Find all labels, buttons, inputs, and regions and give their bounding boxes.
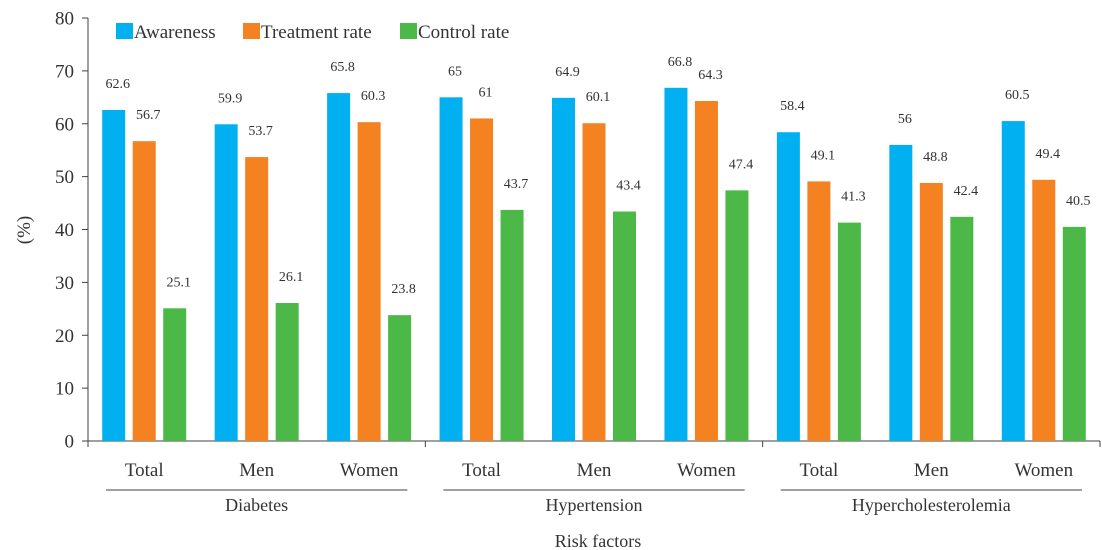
category-label: Men <box>914 460 949 481</box>
data-label: 65 <box>448 64 462 79</box>
legend-swatch-treatment-rate <box>243 23 260 39</box>
bar-awareness <box>327 93 351 442</box>
bar-awareness <box>552 97 575 441</box>
data-label: 53.7 <box>248 124 273 139</box>
legend-label: Control rate <box>418 22 509 43</box>
bar-control-rate <box>388 315 412 441</box>
category-label: Total <box>799 460 838 481</box>
data-label: 23.8 <box>391 282 416 297</box>
data-label: 49.4 <box>1036 147 1061 162</box>
y-tick-label: 20 <box>55 326 74 347</box>
category-label: Total <box>125 460 164 481</box>
data-label: 60.5 <box>1005 88 1030 103</box>
category-label: Women <box>340 460 399 481</box>
bar-awareness <box>214 124 238 441</box>
category-label: Men <box>239 460 274 481</box>
legend-swatch-awareness <box>116 23 133 39</box>
bar-awareness <box>889 144 913 441</box>
y-tick-label: 10 <box>55 379 74 400</box>
bar-awareness <box>439 97 463 441</box>
bar-awareness <box>664 87 688 442</box>
group-label: Hypertension <box>546 495 643 515</box>
data-label: 60.1 <box>586 90 611 105</box>
bar-treatment-rate <box>919 182 943 441</box>
category-label: Total <box>462 460 501 481</box>
category-label: Women <box>677 460 736 481</box>
y-axis-title: (%) <box>14 216 35 244</box>
bar-control-rate <box>950 216 974 441</box>
data-label: 58.4 <box>780 99 805 114</box>
data-label: 43.7 <box>504 177 529 192</box>
data-label: 66.8 <box>668 55 693 70</box>
y-tick-label: 40 <box>55 220 74 241</box>
y-tick-label: 0 <box>65 432 75 453</box>
legend-swatch-control-rate <box>400 23 417 39</box>
bar-awareness <box>1001 121 1025 441</box>
data-label: 56.7 <box>136 108 161 123</box>
bar-control-rate <box>163 308 187 441</box>
bar-treatment-rate <box>1032 179 1056 442</box>
bar-awareness <box>776 132 800 441</box>
data-label: 62.6 <box>105 77 130 92</box>
group-label: Diabetes <box>225 495 288 515</box>
bar-control-rate <box>500 209 524 441</box>
bar-control-rate <box>1062 226 1086 441</box>
data-label: 65.8 <box>330 60 355 75</box>
data-label: 60.3 <box>361 89 386 104</box>
data-label: 59.9 <box>218 91 243 106</box>
data-label: 26.1 <box>279 270 304 285</box>
y-tick-label: 70 <box>55 61 74 82</box>
data-label: 61 <box>479 85 493 100</box>
bar-treatment-rate <box>582 123 606 441</box>
legend-label: Treatment rate <box>261 22 372 43</box>
data-label: 56 <box>898 112 912 127</box>
bar-control-rate <box>613 211 636 441</box>
data-label: 49.1 <box>811 148 836 163</box>
bar-treatment-rate <box>470 118 494 442</box>
bar-treatment-rate <box>694 101 718 442</box>
category-label: Women <box>1014 460 1073 481</box>
y-tick-label: 50 <box>55 167 74 188</box>
data-label: 64.3 <box>698 68 723 83</box>
bar-treatment-rate <box>132 141 156 442</box>
y-tick-label: 80 <box>55 9 74 30</box>
data-label: 41.3 <box>841 190 866 205</box>
legend-label: Awareness <box>134 22 216 43</box>
data-label: 47.4 <box>729 157 754 172</box>
group-label: Hypercholesterolemia <box>852 495 1011 515</box>
y-tick-label: 60 <box>55 114 74 135</box>
data-label: 48.8 <box>923 150 948 165</box>
data-label: 42.4 <box>954 184 979 199</box>
data-label: 43.4 <box>616 179 641 194</box>
category-label: Men <box>577 460 612 481</box>
bar-treatment-rate <box>357 122 381 441</box>
bar-treatment-rate <box>245 157 269 441</box>
bar-awareness <box>102 110 126 441</box>
bar-control-rate <box>837 222 861 441</box>
bar-control-rate <box>275 302 299 441</box>
bar-control-rate <box>725 190 749 441</box>
bar-treatment-rate <box>807 181 831 442</box>
data-label: 25.1 <box>166 275 191 290</box>
x-axis-title: Risk factors <box>555 531 641 550</box>
y-tick-label: 30 <box>55 273 74 294</box>
data-label: 64.9 <box>555 65 580 80</box>
data-label: 40.5 <box>1066 194 1091 209</box>
